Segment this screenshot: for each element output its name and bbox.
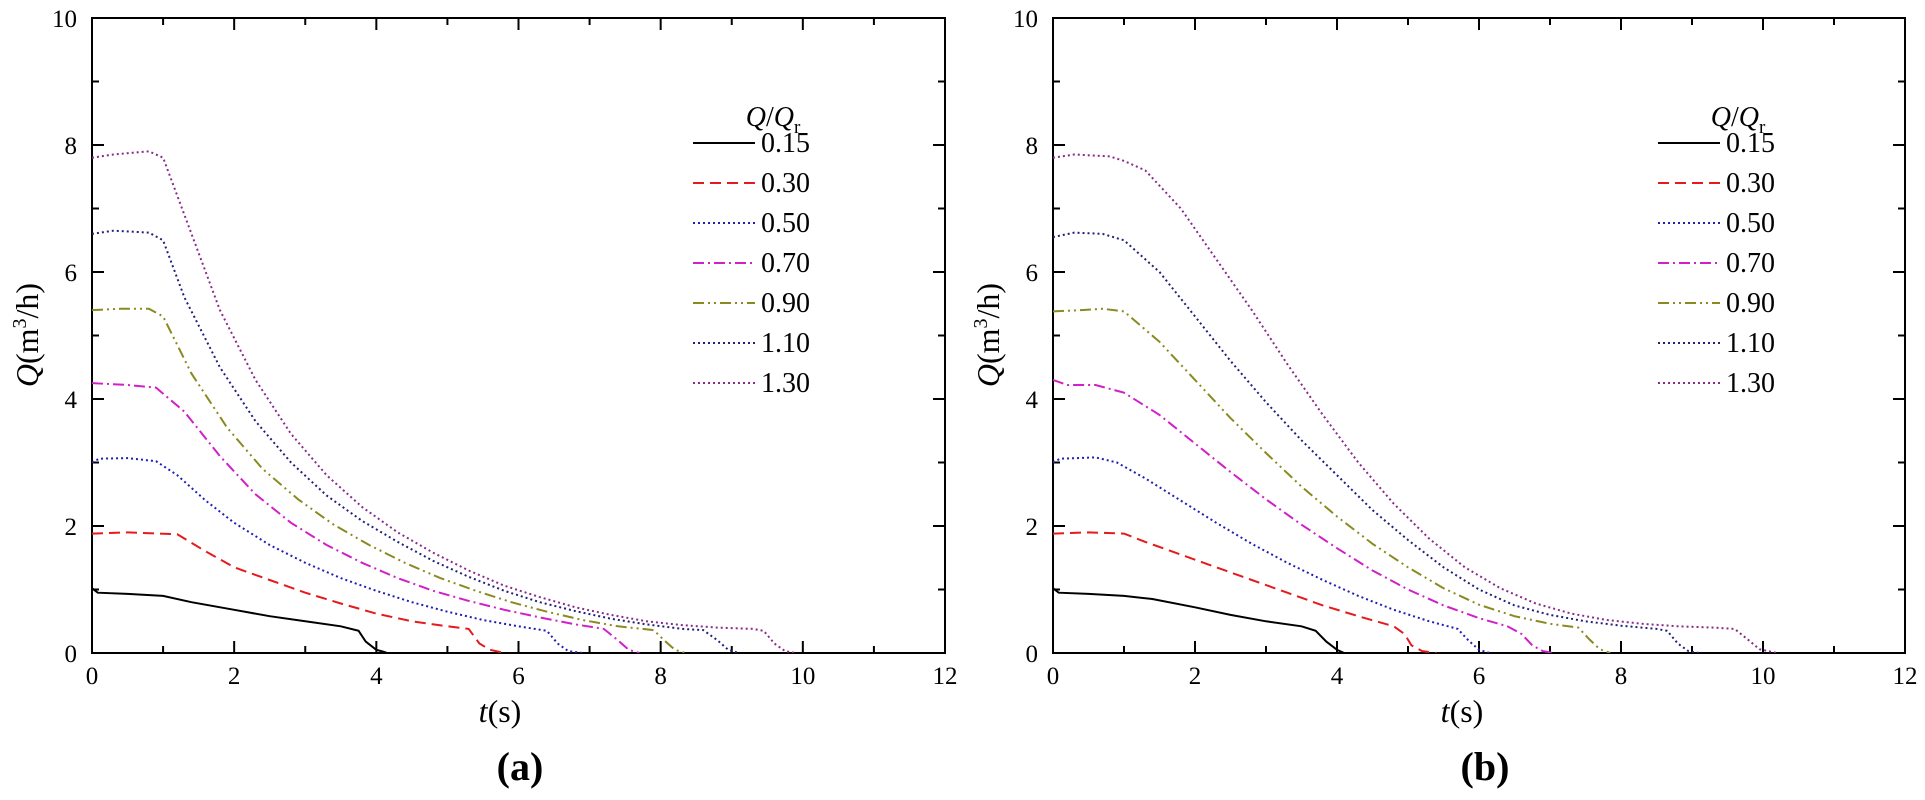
- y-axis-label-var: Q: [970, 364, 1006, 387]
- x-tick-label: 8: [654, 663, 667, 690]
- y-axis-label-var: Q: [9, 364, 45, 387]
- x-tick-label: 4: [1331, 663, 1344, 690]
- y-tick-label: 8: [65, 133, 78, 160]
- y-tick-label: 0: [1026, 641, 1039, 668]
- y-tick-label: 4: [65, 387, 78, 414]
- series-line-0.30: [1053, 531, 1437, 653]
- x-tick-label: 10: [1751, 663, 1776, 690]
- series-line-0.50: [92, 457, 583, 653]
- chart-panel-b: 0 2 4 6 8 10 120246810t(s)Q(m3/h)Q/Qr0.150.300…: [970, 6, 1918, 789]
- x-axis-label: t(s): [1441, 693, 1484, 729]
- legend-label: 0.15: [761, 128, 810, 159]
- series-line-1.10: [92, 229, 740, 653]
- legend-label: 0.50: [761, 208, 810, 239]
- x-axis-label-var: t: [479, 693, 489, 729]
- x-tick-label: 4: [370, 663, 383, 690]
- x-tick-label: 8: [1615, 663, 1628, 690]
- y-tick-label: 0: [65, 641, 78, 668]
- legend-label: 0.30: [761, 168, 810, 199]
- y-tick-label: 2: [65, 514, 78, 541]
- series-line-1.10: [1053, 231, 1700, 653]
- x-axis-label: t(s): [479, 693, 522, 729]
- series-line-0.70: [92, 382, 640, 653]
- legend-label: 1.10: [761, 328, 810, 359]
- legend-label: 0.70: [761, 248, 810, 279]
- legend-label: 0.15: [1726, 128, 1775, 159]
- legend-title-slash: /: [766, 102, 774, 133]
- series-line-0.15: [1053, 587, 1345, 653]
- y-axis-label-unit-pre: (m: [970, 328, 1006, 364]
- y-tick-label: 6: [65, 260, 78, 287]
- y-tick-label: 6: [1026, 260, 1039, 287]
- series-line-0.90: [92, 307, 686, 653]
- y-tick-label: 2: [1026, 514, 1039, 541]
- y-axis-label-unit-post: /h): [970, 283, 1006, 319]
- panel-label: (a): [497, 744, 544, 789]
- legend-label: 1.30: [1726, 368, 1775, 399]
- legend-title-sub: r: [794, 117, 801, 138]
- series-line-1.30: [1053, 153, 1778, 653]
- legend-title-var1: Q: [746, 102, 766, 133]
- y-axis-label-sup: 3: [9, 318, 31, 328]
- y-axis-label: Q(m3/h): [970, 283, 1006, 387]
- x-axis-label-unit: (s): [1450, 693, 1484, 729]
- legend-title-var1: Q: [1711, 102, 1731, 133]
- y-tick-label: 8: [1026, 133, 1039, 160]
- legend-label: 1.10: [1726, 328, 1775, 359]
- series-line-1.30: [92, 150, 796, 653]
- legend-label: 0.70: [1726, 248, 1775, 279]
- y-axis-label-unit-pre: (m: [9, 328, 45, 364]
- y-axis-label: Q(m3/h): [9, 283, 45, 387]
- legend-label: 0.30: [1726, 168, 1775, 199]
- y-tick-label: 10: [52, 6, 77, 33]
- legend-title-var2: Q: [774, 102, 794, 133]
- x-axis-label-unit: (s): [488, 693, 522, 729]
- y-axis-label-unit-post: /h): [9, 283, 45, 319]
- y-axis-label-sup: 3: [970, 318, 992, 328]
- legend-label: 0.50: [1726, 208, 1775, 239]
- y-tick-label: 4: [1026, 387, 1039, 414]
- legend-label: 1.30: [761, 368, 810, 399]
- legend-title-sub: r: [1759, 117, 1766, 138]
- legend-title: Q/Qr: [1711, 102, 1766, 138]
- chart-panel-a: 0 2 4 6 8 10 120246810t(s)Q(m3/h)Q/Qr0.150.300…: [9, 6, 958, 789]
- legend-label: 0.90: [761, 288, 810, 319]
- series-line-0.90: [1053, 307, 1611, 653]
- x-tick-label: 2: [1189, 663, 1202, 690]
- x-tick-label: 10: [790, 663, 815, 690]
- x-axis-label-var: t: [1441, 693, 1451, 729]
- series-line-0.30: [92, 531, 505, 653]
- plot-frame: [1052, 17, 1906, 654]
- panel-label: (b): [1461, 744, 1510, 789]
- x-tick-label: 0: [1047, 663, 1060, 690]
- x-tick-label: 6: [1473, 663, 1486, 690]
- legend-title-slash: /: [1731, 102, 1739, 133]
- legend-label: 0.90: [1726, 288, 1775, 319]
- series-line-0.70: [1053, 378, 1554, 653]
- x-tick-label: 6: [512, 663, 525, 690]
- legend-title: Q/Qr: [746, 102, 801, 138]
- series-line-0.15: [92, 587, 388, 653]
- x-tick-label: 12: [1893, 663, 1918, 690]
- series-line-0.50: [1053, 456, 1490, 653]
- x-tick-label: 2: [228, 663, 241, 690]
- x-tick-label: 0: [86, 663, 99, 690]
- y-tick-label: 10: [1013, 6, 1038, 33]
- plot-frame: [91, 17, 946, 654]
- legend-title-var2: Q: [1739, 102, 1759, 133]
- x-tick-label: 12: [933, 663, 958, 690]
